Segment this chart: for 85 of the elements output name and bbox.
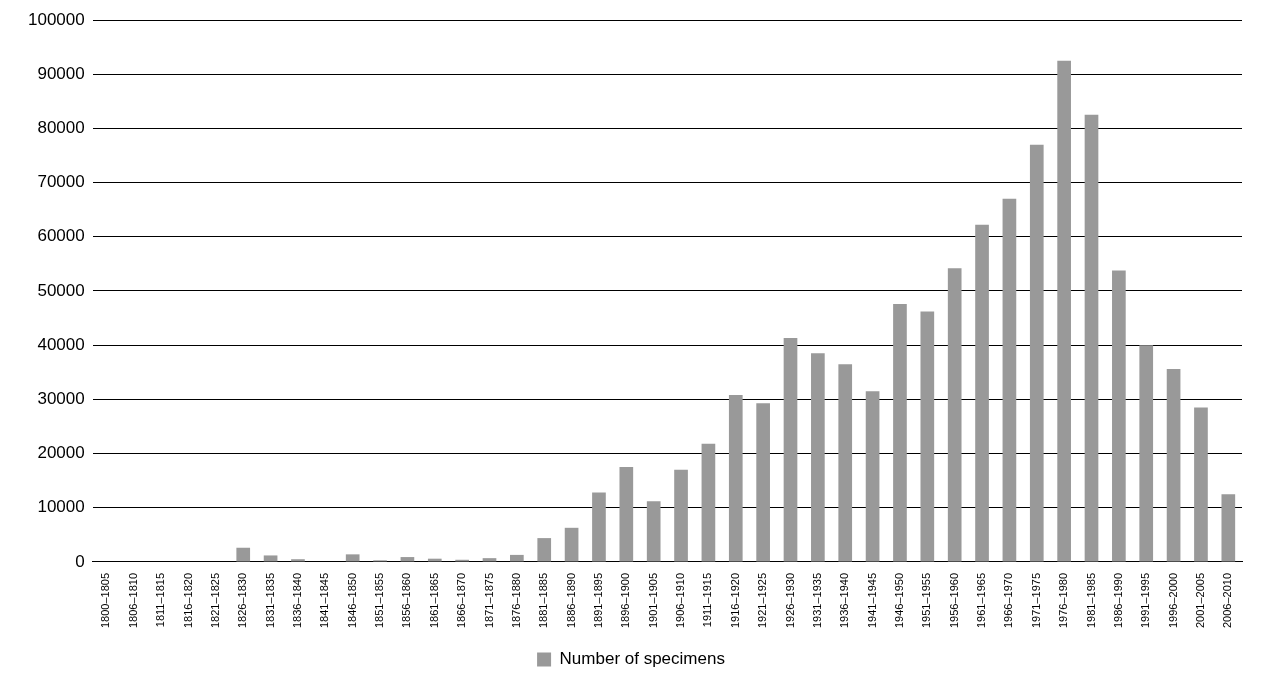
y-tick-label: 80000 <box>37 118 85 138</box>
y-tick-label: 40000 <box>37 334 85 354</box>
bar <box>592 492 606 562</box>
bar <box>1112 270 1126 562</box>
x-tick-label: 1961–1965 <box>975 572 988 628</box>
y-tick-label: 50000 <box>37 280 85 300</box>
x-tick-label: 1821–1825 <box>208 572 221 628</box>
bar <box>1029 144 1044 562</box>
bar <box>975 224 989 562</box>
bar <box>811 353 825 562</box>
x-tick-label: 1806–1810 <box>126 572 139 628</box>
bar <box>537 538 552 562</box>
bar <box>701 443 716 562</box>
x-tick-label: 1996–2000 <box>1166 572 1179 628</box>
x-tick-label: 1846–1850 <box>345 572 358 628</box>
x-tick-label: 1991–1995 <box>1139 572 1152 628</box>
bar <box>263 555 278 562</box>
x-tick-label: 1800–1805 <box>99 572 112 628</box>
x-tick-label: 1836–1840 <box>290 572 303 628</box>
x-tick-label: 1921–1925 <box>756 572 769 628</box>
x-tick-label: 1901–1905 <box>646 572 659 628</box>
bar <box>619 467 634 562</box>
x-tick-label: 1866–1870 <box>455 572 468 628</box>
x-tick-label: 1981–1985 <box>1084 572 1097 628</box>
bar <box>564 527 579 562</box>
legend-label: Number of specimens <box>559 649 725 669</box>
x-tick-label: 1881–1885 <box>537 572 550 628</box>
x-tick-label: 1886–1890 <box>564 572 577 628</box>
x-tick-label: 1956–1960 <box>947 572 960 628</box>
x-tick-label: 1856–1860 <box>400 572 413 628</box>
y-tick-label: 30000 <box>37 389 85 409</box>
bar <box>1057 60 1071 562</box>
y-tick-label: 70000 <box>37 172 85 192</box>
bar <box>291 559 305 562</box>
bar <box>236 547 251 562</box>
bar <box>893 303 907 562</box>
x-tick-label: 1911–1915 <box>701 572 714 628</box>
x-tick-label: 1941–1945 <box>865 572 878 628</box>
x-tick-label: 1931–1935 <box>810 572 823 628</box>
x-tick-label: 1971–1975 <box>1029 572 1042 628</box>
bar <box>510 554 524 562</box>
x-tick-label: 1936–1940 <box>838 572 851 628</box>
x-tick-label: 1876–1880 <box>509 572 522 628</box>
y-tick-label: 100000 <box>27 9 85 29</box>
bar <box>838 364 853 562</box>
bar <box>920 311 935 562</box>
bar <box>1139 345 1154 562</box>
x-tick-label: 1831–1835 <box>263 572 276 628</box>
x-tick-label: 1851–1855 <box>373 572 386 628</box>
x-tick-label: 1946–1950 <box>892 572 905 628</box>
y-tick-label: 60000 <box>37 226 85 246</box>
bar <box>783 338 798 562</box>
x-tick-label: 1871–1875 <box>482 572 495 628</box>
x-tick-label: 1816–1820 <box>181 572 194 628</box>
x-tick-label: 1891–1895 <box>591 572 604 628</box>
bar <box>646 501 661 562</box>
x-tick-label: 1906–1910 <box>674 572 687 628</box>
x-tick-label: 1811–1815 <box>154 572 167 628</box>
x-tick-label: 1861–1865 <box>427 572 440 628</box>
x-tick-label: 1826–1830 <box>236 572 249 628</box>
bar <box>1194 407 1208 562</box>
x-tick-label: 1951–1955 <box>920 572 933 628</box>
x-tick-label: 1896–1900 <box>619 572 632 628</box>
bar <box>865 391 880 562</box>
x-tick-label: 2006–2010 <box>1221 572 1234 628</box>
bar <box>1084 114 1099 562</box>
x-tick-label: 1976–1980 <box>1057 572 1070 628</box>
bar <box>345 554 360 562</box>
x-tick-label: 1986–1990 <box>1111 572 1124 628</box>
y-tick-label: 20000 <box>37 443 85 463</box>
bar <box>1221 494 1236 562</box>
y-tick-label: 0 <box>75 551 85 571</box>
x-tick-label: 1966–1970 <box>1002 572 1015 628</box>
x-tick-label: 1841–1845 <box>318 572 331 628</box>
bar <box>1166 369 1181 562</box>
bar <box>947 268 962 562</box>
bar <box>756 403 770 562</box>
bar <box>1002 198 1017 562</box>
y-tick-label: 90000 <box>37 63 85 83</box>
bar <box>728 395 743 562</box>
y-tick-label: 10000 <box>37 497 85 517</box>
x-tick-label: 1926–1930 <box>783 572 796 628</box>
bar <box>674 469 688 562</box>
x-tick-label: 2001–2005 <box>1193 572 1206 628</box>
x-tick-label: 1916–1920 <box>728 572 741 628</box>
